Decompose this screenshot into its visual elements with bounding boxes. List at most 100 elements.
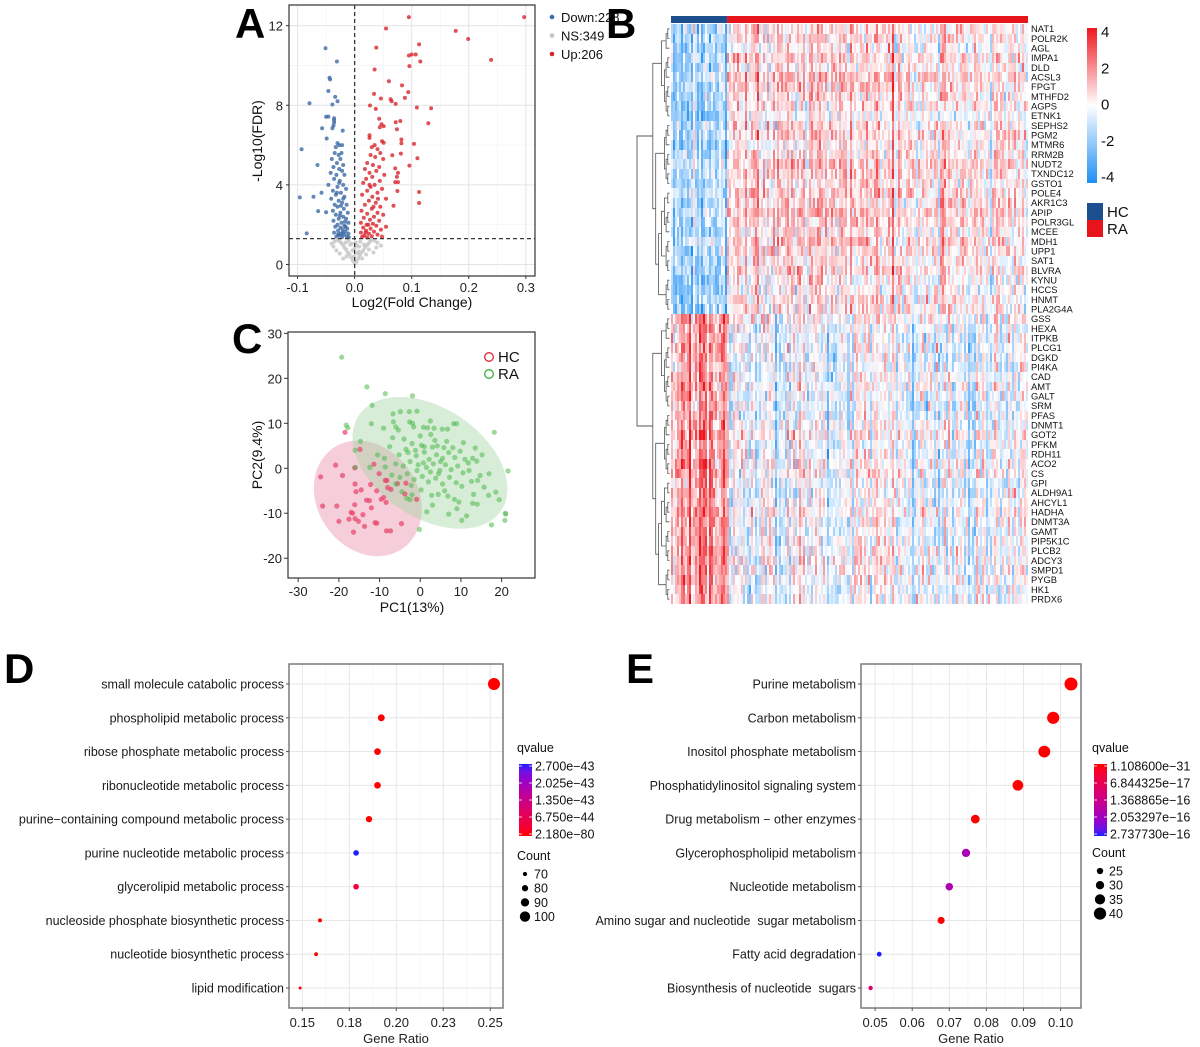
volcano-point-up: [399, 137, 404, 142]
volcano-point-up: [378, 96, 383, 101]
gene-label: MDH1: [1031, 236, 1058, 247]
dendrogram-branch: [655, 152, 665, 265]
pca-point-ra: [409, 492, 415, 498]
legend-label: RA: [498, 366, 519, 383]
volcano-point-down: [320, 126, 325, 131]
volcano-point-up: [367, 182, 372, 187]
enrichment-dot: [868, 985, 873, 991]
volcano-point-down: [336, 232, 341, 237]
enrichment-dot: [317, 918, 323, 923]
x-tick-label: 0.06: [900, 1015, 925, 1030]
pca-point-hc: [352, 502, 358, 508]
volcano-point-up: [374, 168, 379, 173]
volcano-point-up: [389, 99, 394, 104]
category-label: Fatty acid degradation: [732, 948, 856, 962]
qvalue-color-bar: [519, 764, 532, 836]
pca-point-ra: [343, 422, 349, 428]
volcano-plot: -Log10(FDR) Log2(Fold Change) -0.1 0.0 0.1…: [249, 4, 620, 310]
volcano-point-down: [342, 219, 347, 224]
pca-point-ra: [457, 448, 463, 454]
x-tick-label: 0.10: [1048, 1015, 1073, 1030]
count-legend-marker: [1093, 907, 1107, 920]
volcano-point-ns: [364, 252, 369, 257]
pca-point-ra: [470, 455, 476, 461]
qvalue-legend-label: 2.180e−80: [535, 828, 594, 842]
go-enrichment-dotplot: Gene Ratio small molecule catabolic proc…: [19, 663, 594, 1046]
volcano-point-up: [370, 174, 375, 179]
dendrogram-branch: [661, 330, 667, 376]
dendrogram-branch: [652, 352, 662, 500]
y-tick-label: 8: [276, 98, 283, 113]
gene-label: ADCY3: [1031, 555, 1062, 566]
pca-point-ra: [420, 424, 427, 430]
volcano-point-down: [341, 196, 346, 201]
volcano-point-up: [384, 196, 388, 201]
pca-point-ra: [382, 464, 388, 470]
gene-label: PIP5K1C: [1031, 535, 1070, 546]
volcano-point-up: [417, 201, 422, 205]
pca-point-hc: [374, 520, 380, 526]
pca-point-ra: [428, 431, 434, 438]
gene-label: SRM: [1031, 400, 1052, 411]
dendrogram-branch: [667, 395, 670, 407]
volcano-point-up: [372, 229, 376, 234]
volcano-point-up: [366, 198, 371, 203]
volcano-point-ns: [332, 239, 337, 244]
pca-point-ra: [412, 447, 418, 453]
gene-label: POLR2K: [1031, 33, 1069, 44]
enrichment-dot: [374, 781, 381, 789]
pca-point-ra: [466, 467, 472, 474]
category-label: Carbon metabolism: [748, 711, 856, 725]
gene-label: DLD: [1031, 62, 1050, 73]
count-legend-label: 100: [534, 910, 555, 924]
volcano-point-down: [299, 147, 304, 152]
category-label: Nucleotide metabolism: [730, 880, 856, 894]
volcano-point-up: [365, 188, 370, 193]
pca-point-hc: [346, 516, 352, 522]
pca-point-ra: [470, 500, 476, 506]
annotation-bar-ra: [727, 16, 1028, 23]
y-tick-label: 30: [268, 326, 282, 341]
volcano-point-down: [336, 216, 341, 221]
volcano-point-up: [381, 140, 386, 145]
volcano-point-down: [326, 182, 331, 187]
pca-point-ra: [429, 444, 436, 450]
pca-point-ra: [452, 454, 458, 461]
gene-label: AKR1C3: [1031, 197, 1067, 208]
gene-label: AGPS: [1031, 100, 1057, 111]
pca-point-ra: [357, 438, 363, 444]
pca-point-hc: [358, 487, 364, 493]
gene-label: HEXA: [1031, 323, 1057, 334]
volcano-point-up: [406, 90, 411, 95]
volcano-point-down: [340, 128, 345, 133]
pca-point-ra: [456, 499, 462, 505]
count-legend-label: 80: [534, 882, 548, 896]
pca-point-hc: [371, 461, 377, 467]
volcano-point-up: [378, 204, 383, 209]
pca-point-ra: [444, 438, 450, 444]
dendrogram-branch: [667, 154, 670, 165]
qvalue-legend-label: 1.350e−43: [535, 794, 594, 808]
dendrogram-branch: [667, 347, 670, 358]
volcano-point-up: [398, 151, 403, 156]
volcano-point-up: [372, 214, 376, 219]
pca-point-hc: [361, 523, 368, 529]
pca-point-ra: [438, 458, 444, 465]
gene-label: ACO2: [1031, 458, 1057, 469]
gene-label: PRDX6: [1031, 593, 1062, 604]
volcano-point-up: [358, 230, 363, 235]
dendrogram-branch: [667, 173, 670, 184]
x-tick-label: 0.3: [517, 280, 535, 295]
x-tick-label: 0.23: [431, 1015, 456, 1030]
volcano-point-down: [338, 190, 343, 195]
pca-point-ra: [416, 526, 422, 533]
pca-point-ra: [433, 452, 440, 458]
gene-label: CS: [1031, 468, 1044, 479]
count-legend-marker: [1095, 881, 1105, 890]
volcano-point-up: [372, 91, 376, 96]
gene-label: MTMR6: [1031, 139, 1064, 150]
volcano-point-down: [333, 145, 338, 150]
panel-label-d: D: [4, 645, 34, 692]
volcano-point-down: [332, 230, 337, 235]
pca-point-ra: [430, 461, 436, 467]
